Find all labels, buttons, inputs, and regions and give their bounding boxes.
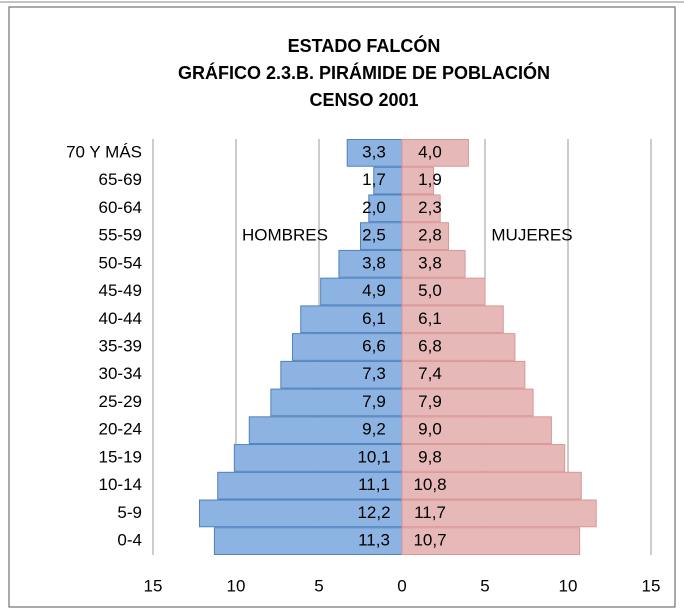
bar <box>280 360 403 389</box>
bar <box>401 333 516 361</box>
bar <box>401 471 582 500</box>
chart-title: ESTADO FALCÓN <box>288 35 441 56</box>
bar <box>401 277 486 306</box>
data-label: 6,1 <box>418 309 442 328</box>
data-label: 12,2 <box>357 503 390 522</box>
bar <box>338 249 403 278</box>
y-tick-label: 40-44 <box>99 309 142 328</box>
data-label: 1,9 <box>418 170 442 189</box>
y-tick-label: 0-4 <box>117 531 142 550</box>
bar <box>217 471 403 500</box>
bar <box>198 499 403 528</box>
data-label: 1,7 <box>362 170 386 189</box>
legend-label: HOMBRES <box>242 225 328 244</box>
x-tick-label: 15 <box>642 576 661 595</box>
bar <box>401 360 526 389</box>
data-label: 9,0 <box>418 420 442 439</box>
y-tick-label: 50-54 <box>99 253 142 272</box>
chart-title: GRÁFICO 2.3.B. PIRÁMIDE DE POBLACIÓN <box>178 62 550 83</box>
bar <box>401 416 552 445</box>
x-tick-label: 0 <box>397 576 406 595</box>
bar <box>401 444 566 472</box>
data-label: 7,9 <box>418 392 442 411</box>
bar <box>401 194 441 223</box>
y-tick-label: 15-19 <box>99 447 142 466</box>
bar <box>401 222 449 250</box>
data-label: 7,9 <box>362 392 386 411</box>
x-tick-label: 5 <box>314 576 323 595</box>
data-label: 7,3 <box>362 364 386 383</box>
bar <box>320 277 403 306</box>
bar <box>401 249 466 278</box>
data-label: 5,0 <box>418 281 442 300</box>
data-label: 2,0 <box>362 198 386 217</box>
data-label: 2,3 <box>418 198 442 217</box>
x-tick-label: 5 <box>480 576 489 595</box>
bar <box>300 305 403 334</box>
y-tick-label: 5-9 <box>117 503 142 522</box>
bar <box>401 388 534 417</box>
x-tick-label: 10 <box>559 576 578 595</box>
data-label: 3,8 <box>418 253 442 272</box>
y-tick-label: 55-59 <box>99 226 142 245</box>
data-label: 10,8 <box>413 475 446 494</box>
data-label: 6,6 <box>362 336 386 355</box>
y-tick-label: 30-34 <box>99 364 142 383</box>
chart-frame <box>8 6 676 608</box>
y-tick-label: 35-39 <box>99 336 142 355</box>
bar <box>291 333 403 361</box>
y-tick-label: 65-69 <box>99 170 142 189</box>
data-label: 9,8 <box>418 447 442 466</box>
data-label: 9,2 <box>362 420 386 439</box>
y-tick-label: 45-49 <box>99 281 142 300</box>
bar <box>213 527 403 555</box>
data-label: 11,1 <box>358 475 390 494</box>
data-label: 3,3 <box>362 142 386 161</box>
y-tick-label: 60-64 <box>99 198 142 217</box>
data-label: 6,8 <box>418 336 442 355</box>
y-tick-label: 20-24 <box>99 420 142 439</box>
x-tick-label: 15 <box>144 576 163 595</box>
legend-label: MUJERES <box>491 225 572 244</box>
bar <box>233 444 403 472</box>
bar <box>248 416 403 445</box>
data-label: 10,7 <box>413 531 446 550</box>
data-label: 4,0 <box>418 142 442 161</box>
y-tick-label: 10-14 <box>99 475 142 494</box>
data-label: 6,1 <box>362 309 386 328</box>
bar <box>401 527 581 555</box>
bar <box>346 139 403 167</box>
data-label: 2,8 <box>418 226 442 245</box>
bar <box>401 139 469 167</box>
data-label: 3,8 <box>362 253 386 272</box>
chart-title: CENSO 2001 <box>309 90 418 110</box>
data-label: 2,5 <box>362 226 386 245</box>
y-tick-label: 25-29 <box>99 392 142 411</box>
data-label: 4,9 <box>362 281 386 300</box>
data-label: 11,7 <box>414 503 446 522</box>
x-tick-label: 10 <box>227 576 246 595</box>
data-label: 11,3 <box>358 531 390 550</box>
bar <box>401 305 504 334</box>
y-tick-label: 70 Y MÁS <box>66 142 142 161</box>
data-label: 7,4 <box>418 364 442 383</box>
bar <box>401 166 435 195</box>
data-label: 10,1 <box>357 447 390 466</box>
bar <box>401 499 597 528</box>
